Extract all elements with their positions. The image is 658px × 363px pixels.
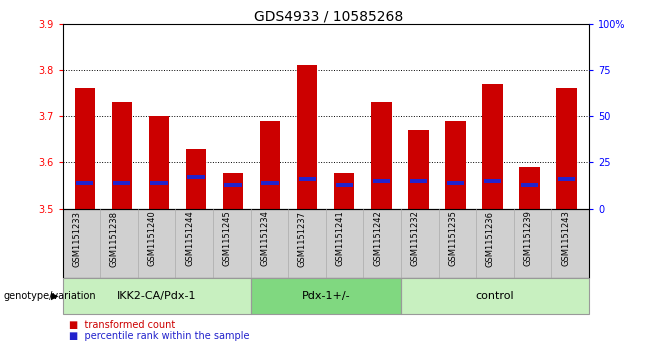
Text: GSM1151234: GSM1151234 xyxy=(261,211,269,266)
Bar xyxy=(74,88,95,209)
Bar xyxy=(297,65,317,209)
Bar xyxy=(519,167,540,209)
Text: Pdx-1+/-: Pdx-1+/- xyxy=(301,291,350,301)
Text: GSM1151237: GSM1151237 xyxy=(298,211,307,266)
Bar xyxy=(299,177,316,181)
Bar xyxy=(372,179,390,183)
Bar xyxy=(336,183,353,187)
Bar xyxy=(371,102,392,209)
Text: GSM1151242: GSM1151242 xyxy=(373,211,382,266)
Bar xyxy=(261,181,279,185)
Bar xyxy=(186,148,206,209)
Text: GSM1151233: GSM1151233 xyxy=(72,211,82,266)
Text: ■  percentile rank within the sample: ■ percentile rank within the sample xyxy=(69,331,249,341)
Bar xyxy=(445,121,466,209)
Text: genotype/variation: genotype/variation xyxy=(3,291,96,301)
Bar xyxy=(260,121,280,209)
Bar xyxy=(188,175,205,179)
Text: ■  transformed count: ■ transformed count xyxy=(69,320,175,330)
Text: ▶: ▶ xyxy=(51,291,59,301)
Bar xyxy=(484,179,501,183)
Text: GSM1151245: GSM1151245 xyxy=(222,211,232,266)
Text: GSM1151241: GSM1151241 xyxy=(336,211,345,266)
Text: GSM1151238: GSM1151238 xyxy=(110,211,119,266)
Text: GSM1151232: GSM1151232 xyxy=(411,211,420,266)
Bar xyxy=(408,130,428,209)
Bar xyxy=(149,116,169,209)
Text: GSM1151240: GSM1151240 xyxy=(147,211,157,266)
Bar xyxy=(521,183,538,187)
Bar xyxy=(482,84,503,209)
Bar xyxy=(112,102,132,209)
Text: IKK2-CA/Pdx-1: IKK2-CA/Pdx-1 xyxy=(116,291,196,301)
Text: GSM1151244: GSM1151244 xyxy=(185,211,194,266)
Text: GSM1151243: GSM1151243 xyxy=(561,211,570,266)
Text: control: control xyxy=(476,291,514,301)
Bar xyxy=(558,177,575,181)
Text: GSM1151235: GSM1151235 xyxy=(448,211,457,266)
Bar xyxy=(150,181,168,185)
Bar xyxy=(224,183,241,187)
Bar xyxy=(334,173,355,209)
Bar xyxy=(557,88,577,209)
Bar xyxy=(410,179,427,183)
Text: GDS4933 / 10585268: GDS4933 / 10585268 xyxy=(255,9,403,23)
Text: GSM1151236: GSM1151236 xyxy=(486,211,495,266)
Bar xyxy=(113,181,130,185)
Bar xyxy=(76,181,93,185)
Bar xyxy=(447,181,464,185)
Bar xyxy=(223,173,243,209)
Text: GSM1151239: GSM1151239 xyxy=(524,211,532,266)
